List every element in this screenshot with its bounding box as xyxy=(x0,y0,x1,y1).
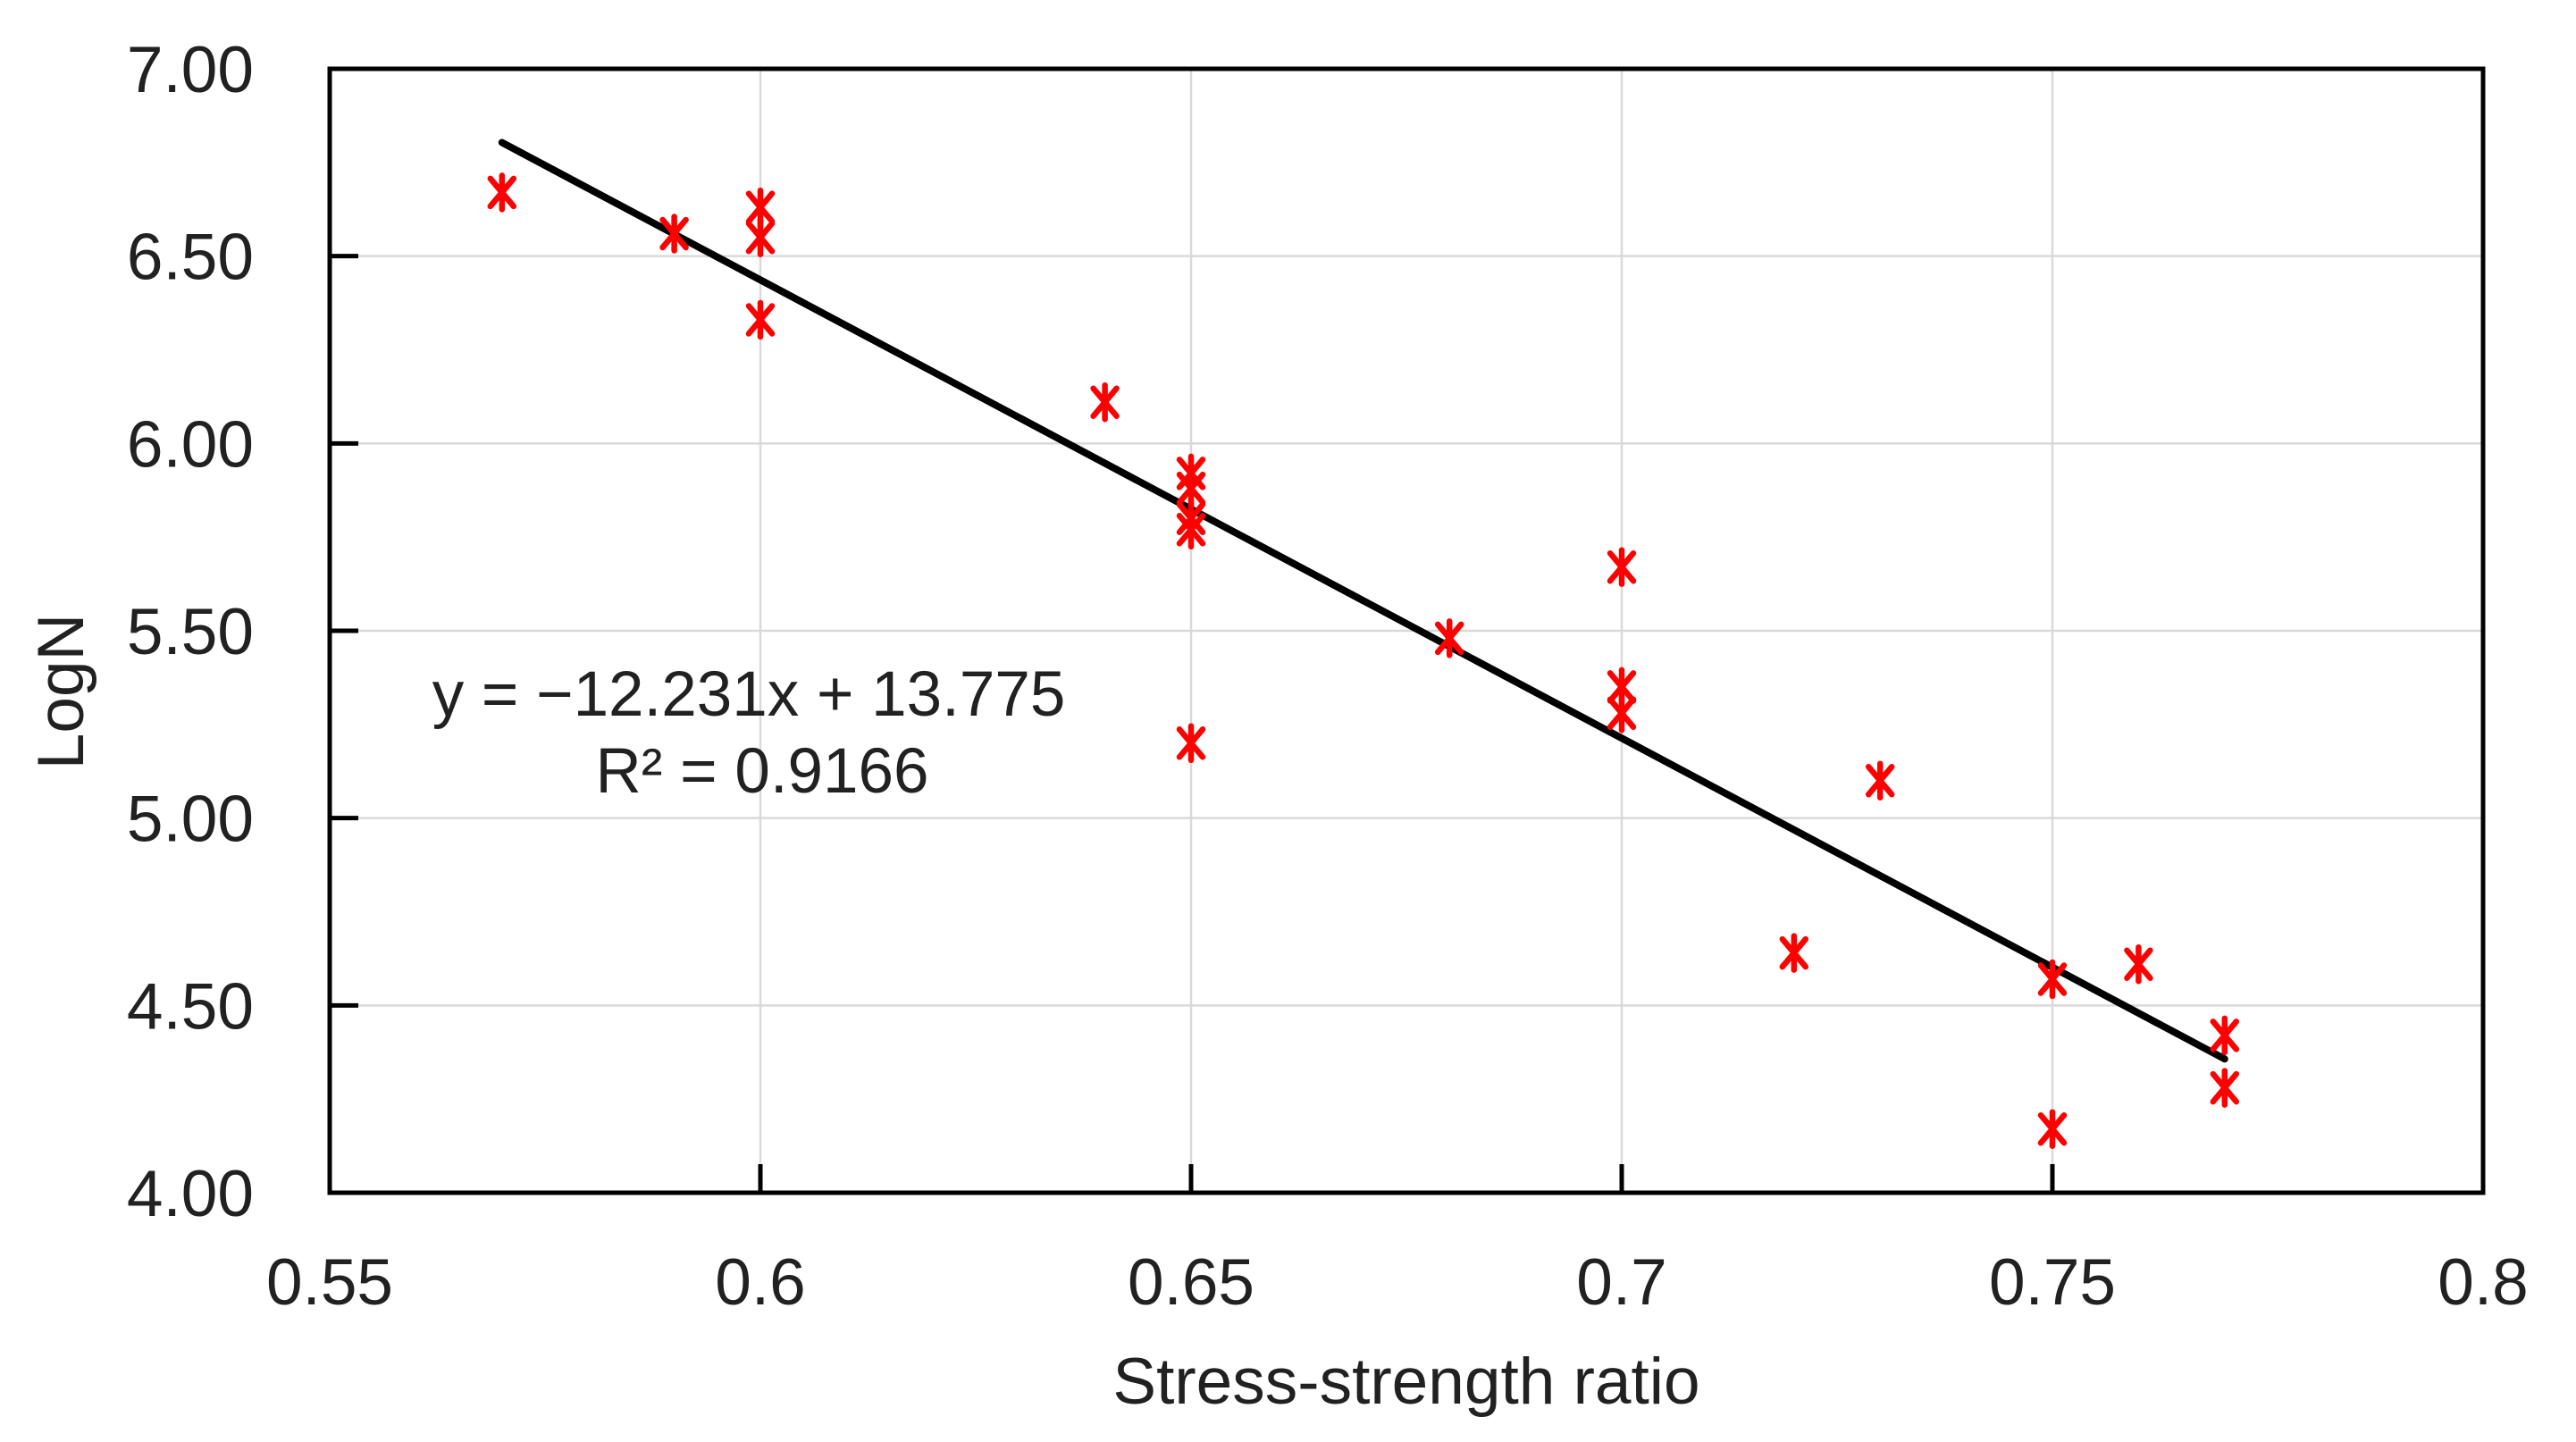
y-tick-label: 6.00 xyxy=(127,408,254,481)
x-tick-labels: 0.55 0.6 0.65 0.7 0.75 0.8 xyxy=(266,1246,2529,1319)
data-point-marker xyxy=(2037,1109,2068,1149)
marker-spoke xyxy=(1434,621,1464,656)
y-tick-label: 5.50 xyxy=(127,596,254,668)
data-point-marker xyxy=(1607,693,1637,734)
x-tick-label: 0.8 xyxy=(2438,1246,2528,1319)
data-point-marker xyxy=(487,172,517,213)
marker-spoke xyxy=(2037,1111,2068,1146)
plot-area-border xyxy=(327,66,2486,1195)
data-point-marker xyxy=(1779,933,1809,973)
r-squared-label: R² = 0.9166 xyxy=(596,736,929,807)
trendline xyxy=(498,138,2228,1063)
marker-spoke xyxy=(487,175,517,210)
y-tick-label: 4.50 xyxy=(127,970,254,1043)
marker-spoke xyxy=(2124,947,2153,981)
trendline-equation: y = −12.231x + 13.775 xyxy=(432,659,1066,730)
marker-spoke xyxy=(2037,962,2068,996)
x-tick-label: 0.6 xyxy=(715,1246,805,1319)
data-points xyxy=(487,172,2240,1149)
y-tick-label: 5.00 xyxy=(127,784,254,856)
y-tick-label: 4.00 xyxy=(127,1158,254,1230)
marker-spoke xyxy=(659,216,689,251)
data-point-marker xyxy=(2210,1068,2240,1108)
y-axis-title: LogN xyxy=(25,614,97,770)
data-point-marker xyxy=(1176,509,1206,550)
marker-spoke xyxy=(745,303,776,337)
y-tick-label: 6.50 xyxy=(127,222,254,294)
data-point-marker xyxy=(1434,618,1464,658)
marker-spoke xyxy=(2210,1019,2240,1052)
data-point-marker xyxy=(1090,381,1120,423)
marker-spoke xyxy=(1607,549,1637,584)
marker-spoke xyxy=(745,220,776,255)
x-tick-label: 0.65 xyxy=(1128,1246,1254,1319)
marker-spoke xyxy=(1607,696,1637,731)
axis-ticks xyxy=(330,254,2055,1193)
marker-spoke xyxy=(1176,471,1206,506)
data-point-marker xyxy=(659,214,689,254)
marker-spoke xyxy=(1090,385,1120,419)
marker-spoke xyxy=(1779,935,1809,970)
data-point-marker xyxy=(2124,943,2153,985)
data-point-marker xyxy=(1865,760,1895,801)
marker-spoke xyxy=(1865,763,1895,798)
marker-spoke xyxy=(1176,513,1206,547)
data-point-marker xyxy=(745,217,776,257)
x-tick-label: 0.55 xyxy=(266,1246,393,1319)
marker-spoke xyxy=(1176,726,1206,760)
marker-spoke xyxy=(2210,1070,2240,1105)
y-tick-label: 7.00 xyxy=(127,34,254,106)
marker-spoke xyxy=(1607,670,1637,704)
y-tick-labels: 7.00 6.50 6.00 5.50 5.00 4.50 4.00 xyxy=(127,34,254,1230)
x-tick-label: 0.75 xyxy=(1989,1246,2116,1319)
data-point-marker xyxy=(1607,547,1637,587)
trendline-layer xyxy=(498,138,2228,1063)
data-point-marker xyxy=(2210,1015,2240,1056)
data-point-marker xyxy=(1176,723,1206,764)
x-axis-title: Stress-strength ratio xyxy=(1112,1346,1699,1418)
x-tick-label: 0.7 xyxy=(1576,1246,1666,1319)
data-point-marker xyxy=(745,299,776,340)
marker-spoke xyxy=(745,190,776,224)
data-point-marker xyxy=(2037,959,2068,1000)
